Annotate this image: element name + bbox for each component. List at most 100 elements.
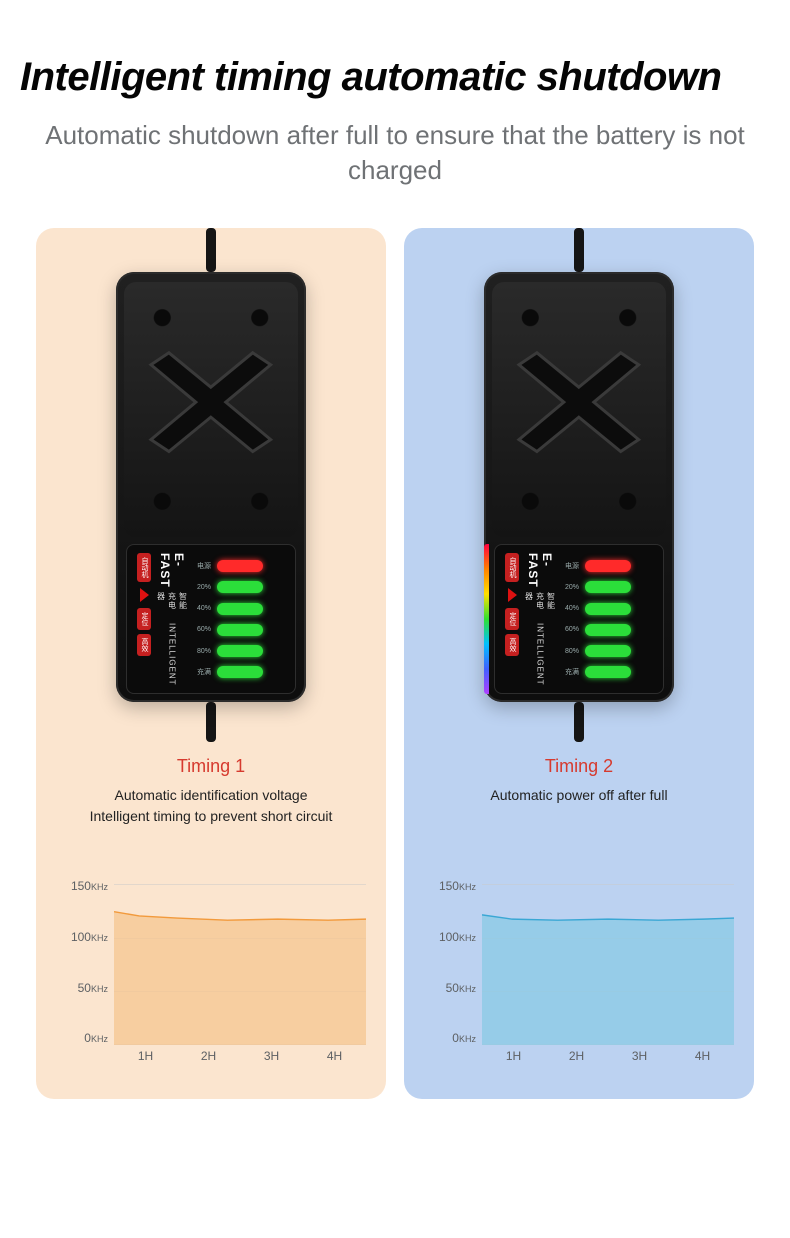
led-bulb-icon bbox=[217, 666, 263, 678]
led-row: 60% bbox=[559, 624, 655, 636]
arrow-icon bbox=[140, 588, 149, 602]
caption-line: Automatic power off after full bbox=[404, 785, 754, 806]
led-label: 充满 bbox=[191, 667, 211, 677]
y-axis: 150KHz 100KHz 50KHz 0KHz bbox=[52, 879, 114, 1045]
page-title: Intelligent timing automatic shutdown bbox=[0, 0, 790, 110]
led-bulb-icon bbox=[217, 581, 263, 593]
brand-sub: 智能充电器 bbox=[156, 592, 189, 619]
led-bulb-icon bbox=[217, 560, 263, 572]
brand-sub: INTELLIGENT bbox=[168, 623, 177, 686]
x-tick: 1H bbox=[506, 1049, 521, 1069]
x-tick: 1H bbox=[138, 1049, 153, 1069]
panel-timing-2: 自动机 定位 高效 E-FAST 智能充电器 INTELLIGENT 电源 20%… bbox=[404, 228, 754, 1099]
led-label: 60% bbox=[559, 626, 579, 633]
brand-sub: 智能充电器 bbox=[524, 592, 557, 619]
led-row: 20% bbox=[191, 581, 287, 593]
side-tag: 定位 bbox=[505, 608, 519, 630]
arrow-icon bbox=[508, 588, 517, 602]
x-emblem-icon bbox=[492, 282, 666, 537]
led-label: 40% bbox=[191, 605, 211, 612]
led-bulb-icon bbox=[585, 581, 631, 593]
y-tick: 150KHz bbox=[420, 879, 476, 893]
caption-line: Automatic identification voltage bbox=[36, 785, 386, 806]
led-row: 40% bbox=[191, 603, 287, 615]
cable-bottom bbox=[206, 702, 216, 742]
led-label: 20% bbox=[191, 584, 211, 591]
side-tag: 自动机 bbox=[137, 553, 151, 582]
led-label: 80% bbox=[191, 648, 211, 655]
led-panel: 自动机 定位 高效 E-FAST 智能充电器 INTELLIGENT 电源 20%… bbox=[494, 544, 664, 694]
brand-column: E-FAST 智能充电器 INTELLIGENT bbox=[155, 553, 189, 685]
charger-body: 自动机 定位 高效 E-FAST 智能充电器 INTELLIGENT 电源 20%… bbox=[116, 272, 306, 702]
y-tick: 100KHz bbox=[52, 930, 108, 944]
led-bulb-icon bbox=[585, 560, 631, 572]
led-bulb-icon bbox=[585, 624, 631, 636]
brand-sub: INTELLIGENT bbox=[536, 623, 545, 686]
led-row: 80% bbox=[559, 645, 655, 657]
led-row: 电源 bbox=[191, 560, 287, 572]
side-tag: 高效 bbox=[505, 634, 519, 656]
y-tick: 0KHz bbox=[420, 1031, 476, 1045]
y-tick: 50KHz bbox=[52, 981, 108, 995]
y-tick: 0KHz bbox=[52, 1031, 108, 1045]
x-axis: 1H2H3H4H bbox=[114, 1049, 366, 1069]
led-bulb-icon bbox=[585, 666, 631, 678]
chart-right: 150KHz100KHz50KHz0KHz 1H2H3H4H bbox=[420, 879, 738, 1069]
caption-line: Intelligent timing to prevent short circ… bbox=[36, 806, 386, 827]
brand-column: E-FAST 智能充电器 INTELLIGENT bbox=[523, 553, 557, 685]
area-fill bbox=[482, 885, 734, 1045]
x-axis: 1H2H3H4H bbox=[482, 1049, 734, 1069]
led-label: 20% bbox=[559, 584, 579, 591]
side-tag: 定位 bbox=[137, 608, 151, 630]
y-tick: 100KHz bbox=[420, 930, 476, 944]
led-row: 80% bbox=[191, 645, 287, 657]
y-tick: 150KHz bbox=[52, 879, 108, 893]
device-wrap-left: 自动机 定位 高效 E-FAST 智能充电器 INTELLIGENT 电源 20%… bbox=[36, 228, 386, 742]
x-tick: 3H bbox=[632, 1049, 647, 1069]
side-tag: 高效 bbox=[137, 634, 151, 656]
page-subtitle: Automatic shutdown after full to ensure … bbox=[0, 110, 790, 228]
panels-row: 自动机 定位 高效 E-FAST 智能充电器 INTELLIGENT 电源 20%… bbox=[0, 228, 790, 1099]
device-wrap-right: 自动机 定位 高效 E-FAST 智能充电器 INTELLIGENT 电源 20%… bbox=[404, 228, 754, 742]
led-label: 80% bbox=[559, 648, 579, 655]
led-row: 60% bbox=[191, 624, 287, 636]
area-fill bbox=[114, 885, 366, 1045]
caption-title: Timing 2 bbox=[404, 756, 754, 777]
led-stack: 电源 20% 40% 60% 80% 充满 bbox=[557, 553, 657, 685]
panel-timing-1: 自动机 定位 高效 E-FAST 智能充电器 INTELLIGENT 电源 20%… bbox=[36, 228, 386, 1099]
rainbow-strip bbox=[484, 544, 489, 694]
led-bulb-icon bbox=[585, 603, 631, 615]
x-tick: 2H bbox=[201, 1049, 216, 1069]
led-row: 充满 bbox=[559, 666, 655, 678]
led-panel: 自动机 定位 高效 E-FAST 智能充电器 INTELLIGENT 电源 20%… bbox=[126, 544, 296, 694]
charger-body: 自动机 定位 高效 E-FAST 智能充电器 INTELLIGENT 电源 20%… bbox=[484, 272, 674, 702]
x-tick: 3H bbox=[264, 1049, 279, 1069]
led-bulb-icon bbox=[217, 624, 263, 636]
led-row: 40% bbox=[559, 603, 655, 615]
x-tick: 4H bbox=[695, 1049, 710, 1069]
led-bulb-icon bbox=[217, 645, 263, 657]
cable-top bbox=[206, 228, 216, 272]
charger-top-pattern bbox=[492, 282, 666, 537]
chart-left: 150KHz100KHz50KHz0KHz 1H2H3H4H bbox=[52, 879, 370, 1069]
led-stack: 电源 20% 40% 60% 80% 充满 bbox=[189, 553, 289, 685]
led-row: 充满 bbox=[191, 666, 287, 678]
led-sidebar: 自动机 定位 高效 bbox=[501, 553, 523, 685]
charger-device: 自动机 定位 高效 E-FAST 智能充电器 INTELLIGENT 电源 20%… bbox=[116, 228, 306, 742]
y-tick: 50KHz bbox=[420, 981, 476, 995]
plot-area bbox=[114, 885, 366, 1045]
brand-text: E-FAST bbox=[158, 553, 186, 588]
plot-area bbox=[482, 885, 734, 1045]
y-axis: 150KHz 100KHz 50KHz 0KHz bbox=[420, 879, 482, 1045]
led-label: 电源 bbox=[191, 561, 211, 571]
caption-line bbox=[404, 806, 754, 827]
cable-bottom bbox=[574, 702, 584, 742]
led-label: 40% bbox=[559, 605, 579, 612]
x-emblem-icon bbox=[124, 282, 298, 537]
caption-title: Timing 1 bbox=[36, 756, 386, 777]
led-row: 电源 bbox=[559, 560, 655, 572]
led-label: 60% bbox=[191, 626, 211, 633]
caption-left: Timing 1 Automatic identification voltag… bbox=[36, 756, 386, 827]
caption-right: Timing 2 Automatic power off after full bbox=[404, 756, 754, 827]
led-sidebar: 自动机 定位 高效 bbox=[133, 553, 155, 685]
